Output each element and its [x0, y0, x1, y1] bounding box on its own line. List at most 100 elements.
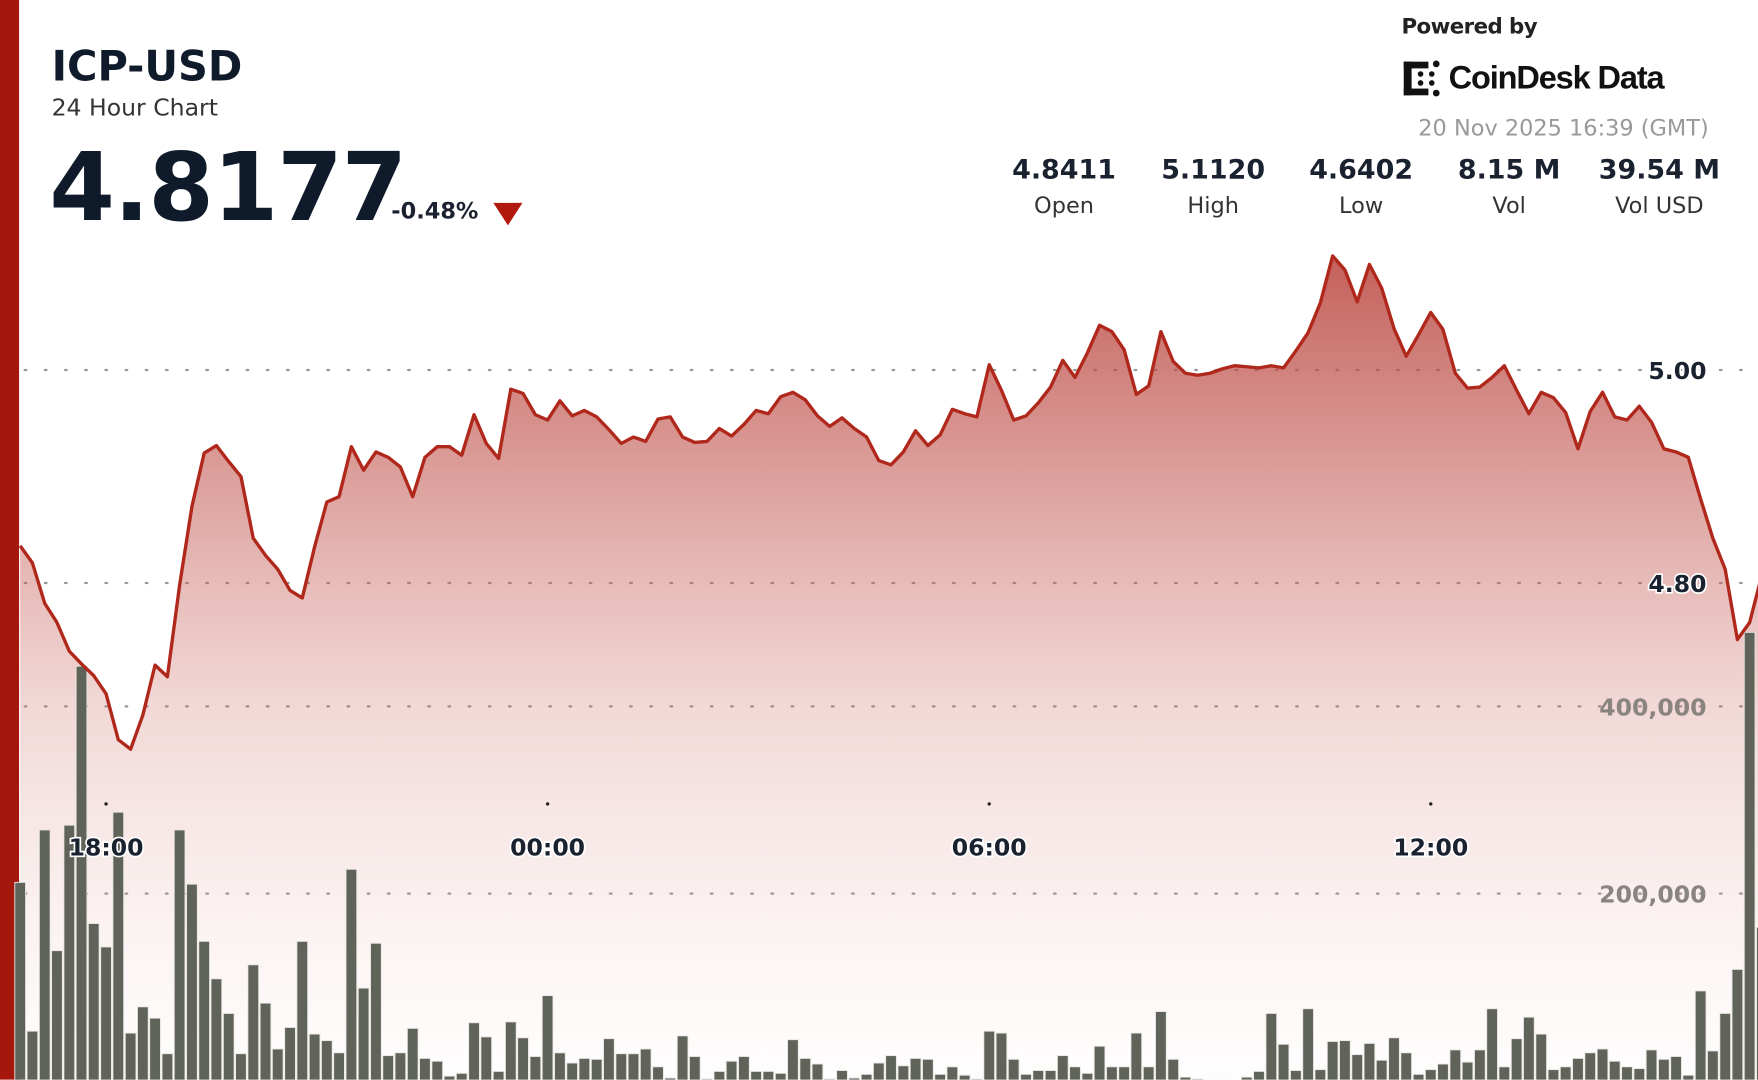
- volume-bar: [1596, 1048, 1609, 1080]
- volume-bar: [676, 1035, 689, 1080]
- stat-label: Open: [1034, 191, 1094, 219]
- stat-value: 5.1120: [1161, 153, 1266, 185]
- volume-bar: [1437, 1063, 1449, 1080]
- volume-bar: [848, 1077, 861, 1080]
- volume-bar: [1277, 1043, 1290, 1080]
- volume-bar: [14, 881, 27, 1080]
- volume-bar: [627, 1053, 640, 1080]
- volume-bar: [357, 987, 370, 1080]
- volume-bar: [872, 1062, 885, 1080]
- volume-bar: [210, 978, 223, 1080]
- volume-bar: [1069, 1066, 1081, 1080]
- coindesk-logo-icon: [1403, 60, 1440, 97]
- volume-bar: [51, 950, 63, 1080]
- volume-bar: [811, 1063, 824, 1080]
- stat-vol-usd: 39.54 M Vol USD: [1581, 154, 1738, 219]
- volume-bar: [971, 1078, 983, 1080]
- volume-bar: [1707, 1050, 1719, 1080]
- volume-bar: [271, 1048, 284, 1080]
- volume-bar: [517, 1037, 529, 1080]
- volume-bar: [554, 1052, 566, 1080]
- volume-bar: [259, 1002, 272, 1080]
- x-tick-mark: [104, 802, 108, 806]
- x-tick-mark: [545, 802, 550, 806]
- volume-bar: [1240, 1076, 1253, 1080]
- volume-bar: [333, 1052, 345, 1080]
- triangle-down-icon: [493, 202, 523, 226]
- volume-bar: [995, 1032, 1008, 1080]
- volume-bar: [345, 868, 358, 1080]
- volume-bar: [1412, 1073, 1425, 1080]
- volume-bar: [1363, 1042, 1376, 1080]
- volume-bar: [1339, 1040, 1351, 1080]
- volume-bar: [860, 1073, 873, 1080]
- price-tick-label: 4.80: [1648, 570, 1706, 598]
- x-tick-mark: [987, 802, 991, 806]
- stat-value: 8.15 M: [1457, 153, 1561, 185]
- volume-bar: [1167, 1058, 1180, 1080]
- volume-bar: [725, 1060, 738, 1080]
- volume-bar: [738, 1056, 750, 1080]
- volume-bar: [897, 1065, 910, 1080]
- volume-bar: [382, 1055, 394, 1080]
- volume-bar: [701, 1078, 713, 1080]
- volume-bar: [664, 1077, 677, 1080]
- x-tick-label: 00:00: [510, 833, 585, 861]
- stat-open: 4.8411 Open: [986, 154, 1143, 219]
- x-tick-label: 12:00: [1393, 833, 1468, 861]
- volume-tick-label: 200,000: [1599, 881, 1706, 909]
- timestamp: 20 Nov 2025 16:39 (GMT): [1418, 114, 1709, 142]
- volume-bar: [762, 1070, 775, 1080]
- volume-bar: [394, 1052, 407, 1080]
- powered-by-label: Powered by: [1401, 14, 1538, 40]
- volume-bar: [1731, 968, 1744, 1080]
- volume-bar: [1658, 1058, 1670, 1080]
- stat-high: 5.1120 High: [1135, 154, 1292, 219]
- accent-bar: [0, 0, 20, 1080]
- volume-bar: [909, 1057, 922, 1080]
- volume-bar: [443, 1075, 456, 1080]
- volume-bar: [1486, 1008, 1498, 1080]
- volume-bar: [1547, 1069, 1560, 1080]
- volume-bar: [87, 923, 100, 1080]
- volume-bar: [1608, 1060, 1621, 1080]
- current-price: 4.8177: [49, 132, 407, 243]
- volume-bar: [480, 1036, 493, 1080]
- volume-bar: [688, 1056, 701, 1080]
- volume-bar: [1584, 1052, 1597, 1080]
- volume-bar: [1155, 1011, 1167, 1080]
- price-area-fill: [20, 255, 1758, 1080]
- volume-bar: [222, 1013, 235, 1080]
- price-tick-label: 5.00: [1648, 357, 1706, 385]
- volume-bar: [1314, 1069, 1327, 1080]
- volume-bar: [836, 1070, 848, 1080]
- volume-bar: [198, 940, 211, 1080]
- stat-label: High: [1187, 191, 1239, 219]
- volume-bar: [26, 1030, 39, 1080]
- volume-bar: [100, 946, 112, 1080]
- volume-bar: [1388, 1037, 1400, 1080]
- volume-bar: [885, 1055, 897, 1080]
- volume-bar: [1093, 1045, 1106, 1080]
- volume-bar: [1142, 1066, 1155, 1080]
- volume-bar: [370, 942, 382, 1080]
- volume-bar: [1461, 1061, 1474, 1080]
- volume-bar: [1498, 1066, 1511, 1080]
- volume-bar: [468, 1022, 480, 1080]
- chart-subtitle: 24 Hour Chart: [51, 94, 218, 122]
- volume-bar: [615, 1053, 628, 1080]
- volume-bar: [1253, 1070, 1265, 1080]
- volume-bar: [1106, 1066, 1118, 1080]
- coindesk-data-logo[interactable]: CoinDesk Data: [1402, 58, 1665, 98]
- volume-bar: [1302, 1008, 1314, 1080]
- volume-bar: [1020, 1073, 1032, 1080]
- volume-bar: [504, 1021, 517, 1080]
- volume-bar: [1290, 1070, 1302, 1080]
- volume-bar: [1400, 1052, 1413, 1080]
- volume-bar: [406, 1027, 419, 1080]
- stat-vol: 8.15 M Vol: [1431, 154, 1588, 219]
- volume-bar: [186, 883, 198, 1080]
- volume-bar: [1621, 1066, 1633, 1080]
- volume-bar: [1265, 1013, 1278, 1080]
